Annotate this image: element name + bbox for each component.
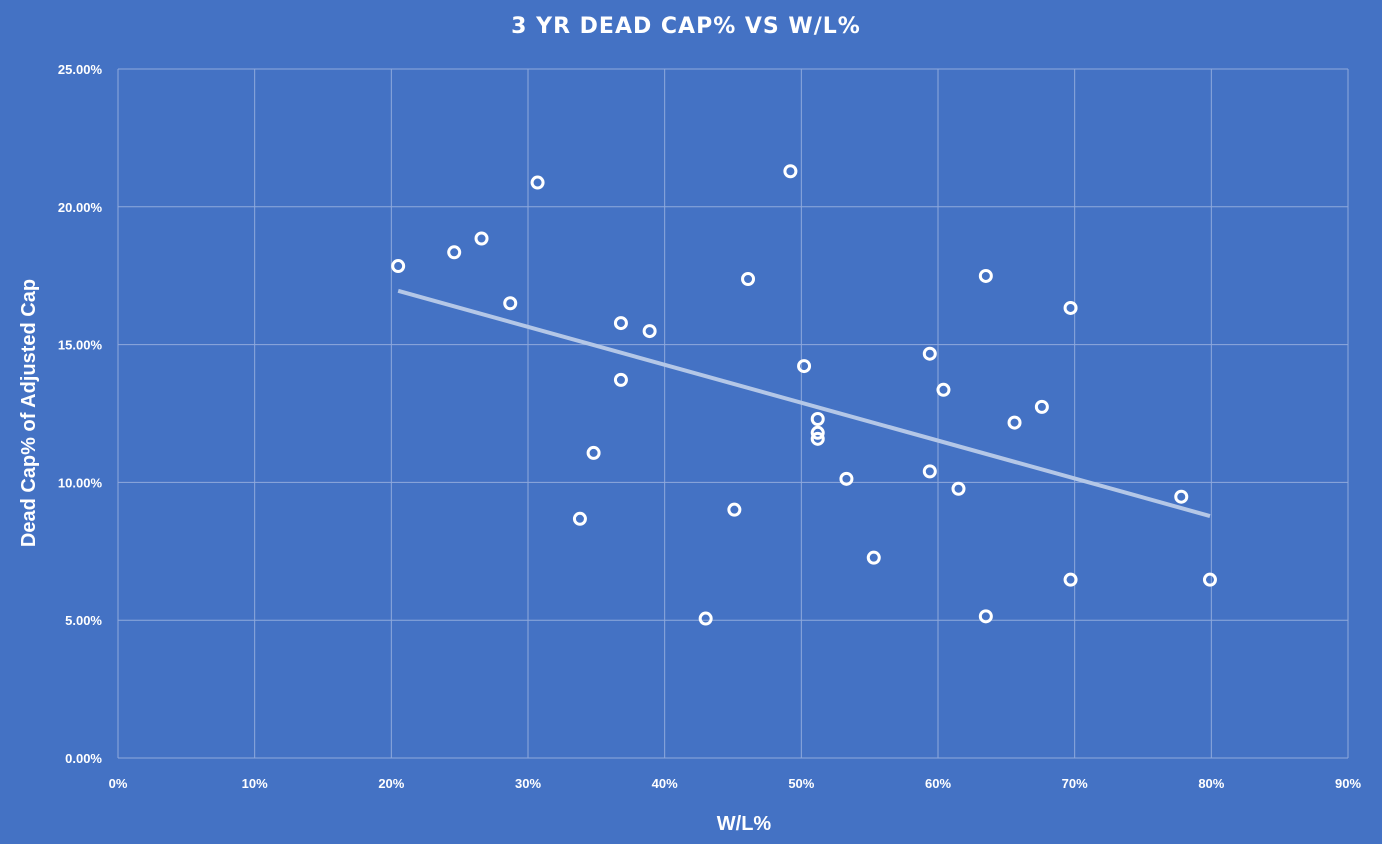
- data-point: [810, 431, 825, 446]
- x-tick-label: 30%: [515, 776, 541, 791]
- data-point: [783, 164, 798, 179]
- y-tick-label: 10.00%: [58, 475, 103, 490]
- data-point: [572, 511, 587, 526]
- data-point: [1202, 572, 1217, 587]
- data-point: [1063, 300, 1078, 315]
- data-point: [613, 372, 628, 387]
- x-tick-label: 50%: [788, 776, 814, 791]
- data-point: [642, 324, 657, 339]
- data-point: [586, 445, 601, 460]
- gridlines: [117, 68, 1349, 759]
- data-points: [391, 164, 1217, 626]
- chart-title: 3 YR DEAD CAP% VS W/L%: [511, 14, 861, 39]
- data-point: [866, 550, 881, 565]
- data-point: [1007, 415, 1022, 430]
- y-tick-label: 15.00%: [58, 338, 103, 353]
- y-tick-label: 5.00%: [65, 613, 102, 628]
- data-point: [810, 412, 825, 427]
- data-point: [936, 382, 951, 397]
- data-point: [951, 481, 966, 496]
- x-tick-label: 80%: [1198, 776, 1224, 791]
- data-point: [1174, 489, 1189, 504]
- x-axis-label: W/L%: [717, 813, 772, 835]
- x-tick-label: 70%: [1062, 776, 1088, 791]
- data-point: [978, 609, 993, 624]
- trendline: [397, 288, 1211, 518]
- data-point: [1063, 572, 1078, 587]
- x-tick-label: 0%: [109, 776, 128, 791]
- data-point: [698, 611, 713, 626]
- data-point: [922, 346, 937, 361]
- data-point: [797, 359, 812, 374]
- data-point: [978, 268, 993, 283]
- x-axis-ticks: 0% 10% 20% 30% 40% 50% 60% 70% 80% 90%: [109, 776, 1362, 791]
- data-point: [474, 231, 489, 246]
- y-axis-label: Dead Cap% of Adjusted Cap: [18, 279, 40, 547]
- y-tick-label: 0.00%: [65, 751, 102, 766]
- x-tick-label: 40%: [652, 776, 678, 791]
- data-point: [530, 175, 545, 190]
- data-point: [839, 471, 854, 486]
- data-point: [447, 245, 462, 260]
- data-point: [613, 316, 628, 331]
- data-point: [810, 425, 825, 440]
- data-point: [503, 296, 518, 311]
- data-point: [1034, 399, 1049, 414]
- trendline-layer: [397, 288, 1211, 518]
- data-point: [741, 272, 756, 287]
- x-tick-label: 10%: [242, 776, 268, 791]
- y-tick-label: 25.00%: [58, 62, 103, 77]
- x-tick-label: 90%: [1335, 776, 1361, 791]
- x-tick-label: 20%: [378, 776, 404, 791]
- x-tick-label: 60%: [925, 776, 951, 791]
- y-tick-label: 20.00%: [58, 200, 103, 215]
- data-point: [727, 502, 742, 517]
- y-axis-ticks: 0.00% 5.00% 10.00% 15.00% 20.00% 25.00%: [58, 62, 103, 766]
- data-point: [391, 259, 406, 274]
- data-point: [922, 464, 937, 479]
